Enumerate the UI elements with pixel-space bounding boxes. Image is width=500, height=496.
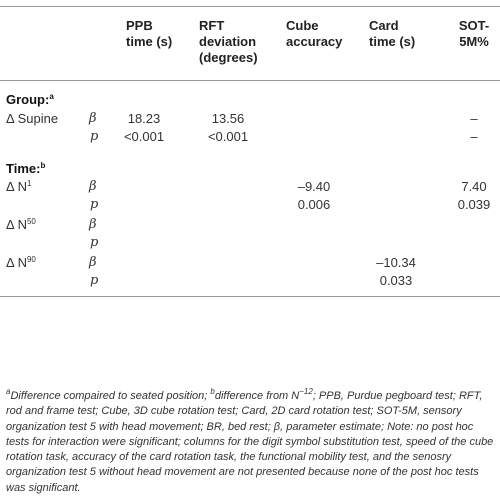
cell-cube-beta-n1: –9.40 <box>297 179 331 194</box>
beta-symbol: β <box>89 217 97 232</box>
cell-sot-beta-n1: 7.40 <box>461 179 487 194</box>
header-card: Card time (s) <box>369 18 415 50</box>
row-label-n50: Δ N50 <box>6 217 36 232</box>
cell-ppb-p: <0.001 <box>123 129 165 144</box>
cell-sot-p: – <box>470 129 478 144</box>
cell-ppb-beta: 18.23 <box>127 111 161 126</box>
p-symbol: p <box>90 235 99 250</box>
footnote-part3: ; PPB, Purdue pegboard test; RFT, rod an… <box>6 390 494 494</box>
beta-symbol: β <box>89 111 97 126</box>
row-label-n1: Δ N1 <box>6 179 32 194</box>
header-rft-line2: deviation <box>199 34 257 49</box>
header-sot: SOT- 5M% <box>454 18 494 50</box>
header-card-line2: time (s) <box>369 34 416 49</box>
table-top-rule <box>0 6 500 7</box>
table-footnote: aDifference compaired to seated position… <box>6 387 494 496</box>
time-label: Time:b <box>6 161 46 176</box>
cell-sot-p-n1: 0.039 <box>457 197 491 212</box>
footnote-part2: difference from N <box>214 390 300 402</box>
header-cube: Cube accuracy <box>286 18 342 50</box>
header-sot-line1: SOT- <box>458 18 490 33</box>
footnote-sup-a: a <box>6 387 11 396</box>
group-label: Group:a <box>6 92 54 107</box>
header-rft: RFT deviation (degrees) <box>199 18 258 66</box>
cell-card-p-n90: 0.033 <box>379 273 413 288</box>
header-cube-line1: Cube <box>286 18 319 33</box>
cell-rft-beta: 13.56 <box>211 111 245 126</box>
beta-symbol: β <box>89 179 97 194</box>
header-bottom-rule <box>0 80 500 81</box>
cell-cube-p-n1: 0.006 <box>297 197 331 212</box>
cell-rft-p: <0.001 <box>207 129 249 144</box>
footnote-sup-b: b <box>210 387 215 396</box>
row-label-supine: Δ Supine <box>6 111 59 126</box>
p-symbol: p <box>90 197 99 212</box>
header-cube-line2: accuracy <box>286 34 343 49</box>
header-ppb-line2: time (s) <box>126 34 173 49</box>
header-ppb: PPB time (s) <box>126 18 172 50</box>
header-rft-line1: RFT <box>199 18 225 33</box>
row-label-n90: Δ N90 <box>6 255 36 270</box>
p-symbol: p <box>90 129 99 144</box>
header-card-line1: Card <box>369 18 399 33</box>
header-ppb-line1: PPB <box>126 18 153 33</box>
footnote-part1: Difference compaired to seated position; <box>10 390 211 402</box>
header-sot-line2: 5M% <box>459 34 489 49</box>
table-bottom-rule <box>0 296 500 297</box>
cell-card-beta-n90: –10.34 <box>376 255 416 270</box>
beta-symbol: β <box>89 255 97 270</box>
cell-sot-beta: – <box>470 111 478 126</box>
footnote-sup-n: −12 <box>299 387 313 396</box>
p-symbol: p <box>90 273 99 288</box>
header-rft-line3: (degrees) <box>199 50 258 65</box>
